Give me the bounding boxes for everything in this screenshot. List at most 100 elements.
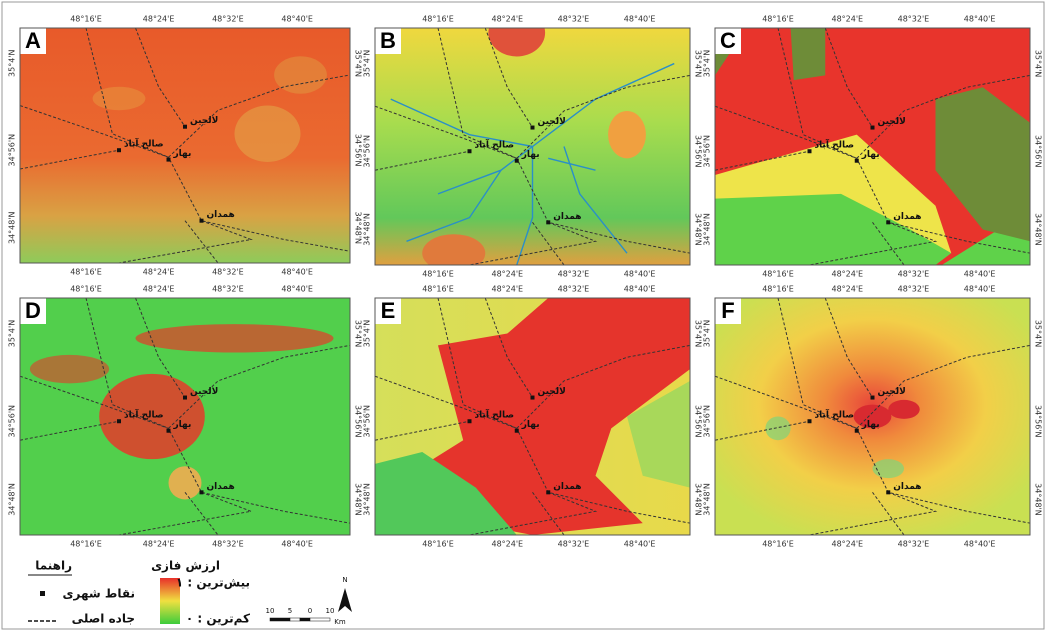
- zone: [488, 28, 546, 57]
- city-name: بهار: [173, 420, 192, 430]
- longitude-label: 48°16'E: [70, 540, 102, 549]
- map-border: [19, 297, 351, 536]
- latitude-label: 35°4'N: [354, 320, 363, 347]
- scale-bar-segment: [289, 617, 301, 622]
- zone: [135, 324, 334, 353]
- city-name: همدان: [893, 482, 921, 492]
- panel-label: C: [720, 28, 736, 53]
- city-point: [870, 395, 875, 400]
- map-border: [374, 27, 691, 266]
- main-road: [85, 298, 169, 429]
- latitude-label: 34°48'N: [1034, 483, 1043, 516]
- map-border: [19, 27, 351, 264]
- city-point: [117, 148, 121, 153]
- longitude-label: 48°40'E: [964, 285, 996, 294]
- city-name: بهار: [861, 150, 880, 160]
- longitude-label: 48°32'E: [212, 15, 244, 24]
- main-road: [20, 375, 350, 524]
- longitude-label: 48°40'E: [624, 285, 656, 294]
- latitude-label: 34°56'N: [703, 405, 712, 438]
- scale-tick: 0: [308, 607, 312, 615]
- map-area: لالجین صالح آباد بهار همدان: [20, 298, 350, 535]
- main-road: [777, 298, 857, 429]
- latitude-label: 34°48'N: [703, 213, 712, 246]
- scale-unit: Km: [334, 618, 346, 626]
- main-road: [469, 491, 598, 535]
- main-road: [856, 74, 1030, 159]
- latitude-label: 35°4'N: [694, 50, 703, 77]
- stream: [406, 169, 502, 242]
- zone: [99, 373, 205, 460]
- city-point: [467, 419, 472, 424]
- main-road: [437, 298, 517, 429]
- main-road: [715, 375, 1030, 524]
- longitude-label: 48°40'E: [624, 270, 656, 279]
- latitude-label: 35°4'N: [8, 50, 17, 77]
- map-border: [714, 27, 1031, 266]
- city-name: لالجین: [878, 387, 906, 397]
- latitude-label: 34°48'N: [703, 483, 712, 516]
- color-ramp: [160, 578, 180, 624]
- city-name: صالح آباد: [124, 409, 164, 421]
- city-name: لالجین: [190, 387, 218, 397]
- longitude-label: 48°40'E: [281, 268, 313, 277]
- latitude-label: 34°56'N: [354, 405, 363, 438]
- main-road: [118, 491, 253, 535]
- zone: [715, 193, 952, 265]
- map-panel: لالجین صالح آباد بهار همدان C 48°16'E 48°16'E 4…: [703, 15, 1043, 279]
- zone: [765, 416, 791, 441]
- longitude-label: 48°16'E: [422, 270, 454, 279]
- longitude-label: 48°24'E: [491, 540, 523, 549]
- longitude-label: 48°24'E: [831, 15, 863, 24]
- longitude-label: 48°16'E: [422, 540, 454, 549]
- latitude-label: 35°4'N: [703, 320, 712, 347]
- city-point: [854, 428, 859, 433]
- city-name: لالجین: [878, 117, 906, 127]
- longitude-label: 48°16'E: [762, 285, 794, 294]
- map-panel: لالجین صالح آباد بهار همدان A 48°16'E 48°16'E 4…: [8, 15, 363, 277]
- longitude-label: 48°32'E: [558, 15, 590, 24]
- main-road: [484, 298, 533, 398]
- main-road: [20, 149, 120, 170]
- zone: [92, 86, 146, 111]
- scale-tick: 10: [266, 607, 275, 615]
- longitude-label: 48°24'E: [831, 540, 863, 549]
- latitude-label: 34°56'N: [1034, 135, 1043, 168]
- zone: [627, 380, 690, 488]
- panel-label-box: [375, 298, 401, 324]
- latitude-label: 34°48'N: [363, 213, 372, 246]
- zone: [406, 298, 690, 535]
- latitude-label: 35°4'N: [354, 50, 363, 77]
- city-point: [166, 428, 171, 433]
- main-road: [809, 221, 938, 265]
- map-area: لالجین صالح آباد بهار همدان: [375, 28, 690, 265]
- zone: [375, 452, 517, 535]
- city-name: بهار: [861, 420, 880, 430]
- city-point: [530, 125, 535, 130]
- longitude-label: 48°16'E: [70, 285, 102, 294]
- panel-label-box: [715, 28, 741, 54]
- longitude-label: 48°16'E: [762, 15, 794, 24]
- city-point: [530, 395, 535, 400]
- city-name: همدان: [207, 482, 235, 492]
- city-name: صالح آباد: [475, 139, 515, 151]
- latitude-label: 34°56'N: [694, 135, 703, 168]
- map-border: [714, 297, 1031, 536]
- city-name: صالح آباد: [815, 409, 855, 421]
- map-panel: لالجین صالح آباد بهار همدان D 48°16'E 48°16'E 4…: [8, 285, 363, 549]
- scale-tick: 5: [288, 607, 292, 615]
- zone: [422, 234, 486, 265]
- main-road: [872, 492, 905, 535]
- longitude-label: 48°32'E: [212, 285, 244, 294]
- city-name: لالجین: [538, 117, 566, 127]
- main-road: [184, 492, 219, 535]
- city-point: [886, 490, 891, 495]
- main-road: [469, 221, 598, 265]
- legend-item: نقاط شهری: [63, 587, 135, 601]
- latitude-label: 34°56'N: [8, 134, 17, 167]
- stream: [548, 157, 596, 171]
- main-road: [375, 105, 690, 254]
- latitude-label: 34°56'N: [703, 135, 712, 168]
- main-road: [118, 220, 253, 263]
